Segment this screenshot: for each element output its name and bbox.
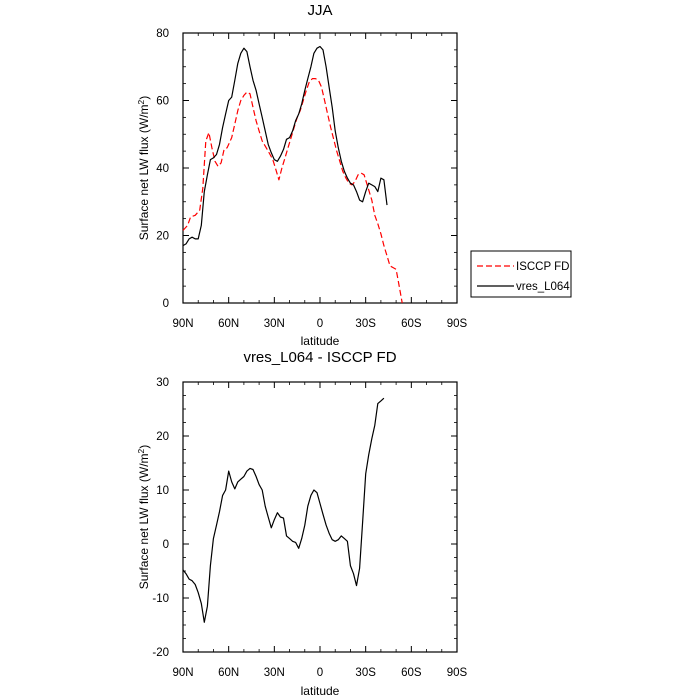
bottom-x-axis-label: latitude [301, 684, 340, 698]
bottom-y-tick-label: 30 [156, 377, 169, 389]
top-chart-title: JJA [307, 2, 332, 19]
legend-label-vres: vres_L064 [516, 281, 570, 293]
top-x-tick-label: 0 [317, 318, 323, 330]
bottom-y-axis-label: Surface net LW flux (W/m2) [136, 445, 151, 590]
top-y-tick-label: 40 [156, 163, 169, 175]
top-legend: ISCCP FD vres_L064 [470, 250, 572, 298]
bottom-series-line-vres-l064-isccp-fd [182, 397, 385, 623]
top-y-tick-label: 80 [156, 28, 169, 40]
legend-box [470, 250, 572, 298]
bottom-y-tick-label: -20 [152, 647, 169, 659]
top-x-tick-label: 30N [264, 318, 285, 330]
top-series-line-vres-l064 [182, 45, 388, 247]
bottom-y-tick-label: -10 [152, 593, 169, 605]
top-y-axis-label: Surface net LW flux (W/m2) [136, 96, 151, 241]
bottom-x-tick-label: 30S [355, 667, 376, 679]
top-plot-area: 90N 60N 30N 0 30S 60S 90S 0 20 40 60 80 [156, 28, 467, 330]
top-x-tick-label: 60S [401, 318, 422, 330]
top-x-tick-label: 90N [172, 318, 193, 330]
top-y-tick-label: 0 [163, 298, 169, 310]
bottom-x-tick-label: 90N [172, 667, 193, 679]
bottom-panel: vres_L064 - ISCCP FD 90N 60N 30N 0 30S 60S 90S… [136, 349, 468, 698]
bottom-y-tick-label: 0 [163, 539, 169, 551]
top-y-tick-label: 20 [156, 231, 169, 243]
bottom-plot-area: 90N 60N 30N 0 30S 60S 90S -20 -10 0 10 20 30 [152, 377, 467, 679]
legend-label-isccp: ISCCP FD [516, 261, 569, 273]
bottom-x-tick-label: 0 [317, 667, 323, 679]
bottom-chart-title: vres_L064 - ISCCP FD [243, 349, 396, 366]
bottom-x-tick-label: 90S [447, 667, 468, 679]
bottom-y-tick-label: 10 [156, 485, 169, 497]
top-x-axis-label: latitude [301, 334, 340, 348]
top-x-tick-label: 30S [355, 318, 376, 330]
bottom-x-tick-label: 60S [401, 667, 422, 679]
bottom-x-tick-label: 60N [218, 667, 239, 679]
top-panel: JJA 90N 60N 30N 0 30S 60S 90S 0 20 40 60 80 latitud… [136, 2, 572, 348]
bottom-y-tick-label: 20 [156, 431, 169, 443]
top-y-tick-label: 60 [156, 96, 169, 108]
bottom-x-tick-label: 30N [264, 667, 285, 679]
top-x-tick-label: 90S [447, 318, 468, 330]
top-x-tick-label: 60N [218, 318, 239, 330]
